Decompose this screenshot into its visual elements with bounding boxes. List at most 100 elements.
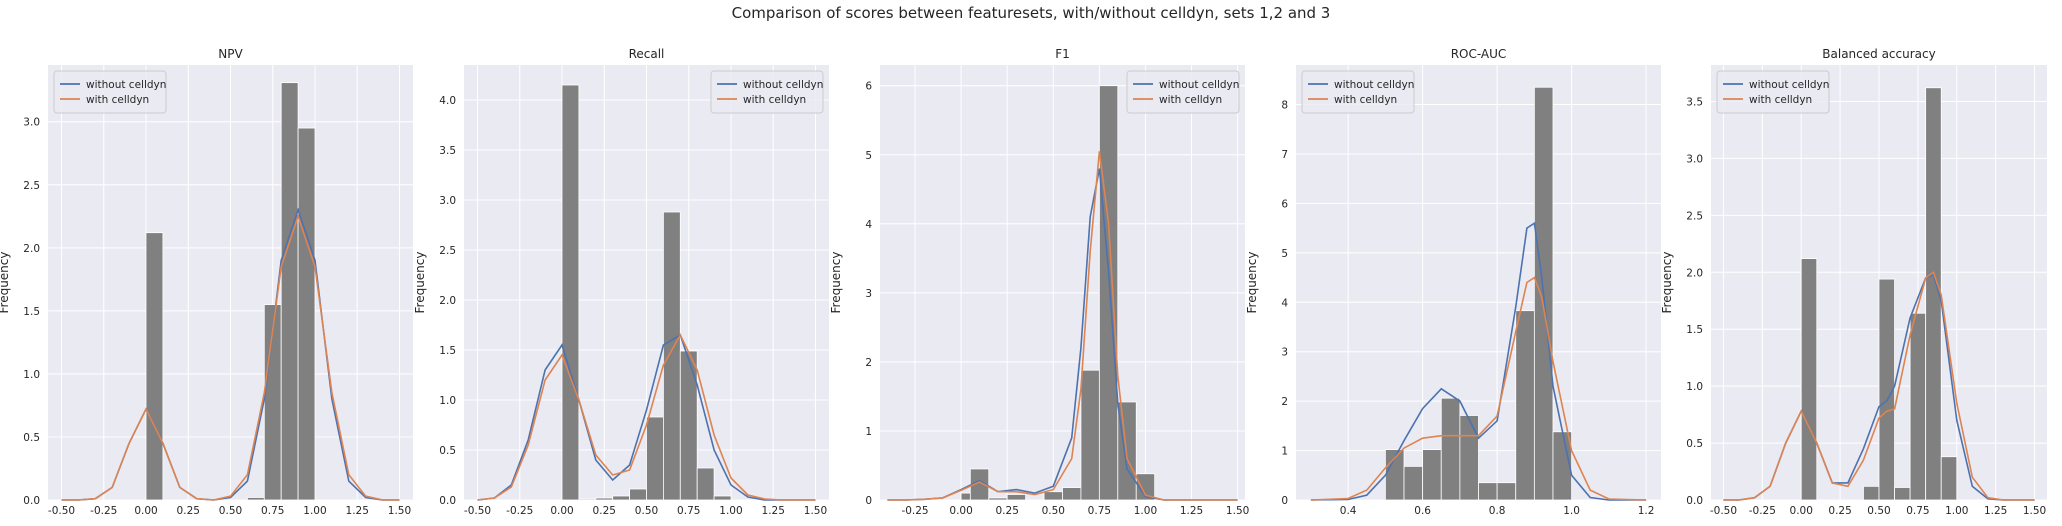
chart-title: NPV [218,47,243,61]
x-tick-label: 1.25 [1984,505,2007,517]
histogram-bar [612,495,631,501]
y-tick-label: 1.0 [439,395,456,407]
histogram-bar [145,232,164,501]
y-tick-label: 1.0 [1686,381,1703,393]
histogram-bar [1515,310,1535,501]
histogram-bar [578,498,597,501]
kde-line-with-celldyn [477,333,816,501]
y-tick-label: 6 [865,81,872,93]
x-tick-label: 1.25 [346,505,369,517]
x-tick-label: 1.0 [1563,505,1580,517]
histogram-bar [629,488,647,501]
y-tick-label: 6 [1281,198,1288,210]
y-tick-label: 4 [865,219,872,231]
x-tick-label: -0.25 [90,505,117,517]
x-tick-label: 0.00 [1790,505,1813,517]
x-tick-label: 0.25 [177,505,200,517]
x-tick-label: 1.00 [1945,505,1968,517]
x-tick-label: -0.25 [1749,505,1776,517]
y-axis-label: Frequency [829,252,843,314]
histogram-bar [1422,449,1442,501]
histogram-bar [1478,482,1498,501]
histogram-bar [646,416,664,501]
y-tick-label: 3.0 [23,117,40,129]
legend: without celldyn with celldyn [1301,70,1415,114]
y-tick-label: 0 [1281,495,1288,507]
histogram-bar [280,82,299,501]
y-tick-label: 1.5 [23,306,40,318]
chart-panel-2: -0.25 0.00 0.25 0.50 0.75 1.00 1.25 1.50 0 1 2 3 4 5 6… [829,47,1249,517]
y-tick-label: 2.0 [439,295,456,307]
figure-title: Comparison of scores between featuresets… [731,4,1331,22]
histogram-bar [1043,491,1063,501]
histogram-bar [561,84,580,501]
x-tick-label: 1.25 [762,505,785,517]
y-tick-label: 0.0 [1686,495,1703,507]
y-tick-label: 1.0 [23,369,40,381]
histogram-bar [1496,482,1517,501]
y-tick-label: 8 [1281,100,1288,112]
x-tick-label: 0.50 [219,505,242,517]
histogram-bar [1894,487,1911,501]
legend-label: without celldyn [743,79,823,91]
legend-label: without celldyn [1334,79,1414,91]
legend-label: with celldyn [86,94,149,106]
x-tick-label: 0.75 [1906,505,1929,517]
x-tick-label: 1.50 [1226,505,1249,517]
x-tick-label: 1.00 [1134,505,1157,517]
y-tick-label: 3.0 [1686,153,1703,165]
histogram-bar [1117,401,1137,501]
x-tick-label: 0.25 [593,505,616,517]
x-tick-label: 0.00 [134,505,157,517]
y-tick-label: 2.5 [439,245,456,257]
histogram-bar [1878,278,1895,501]
legend-box [1301,70,1415,114]
x-tick-label: 0.75 [261,505,284,517]
y-tick-label: 2 [865,357,872,369]
histogram-bar [1440,397,1461,501]
legend-box [1126,70,1240,114]
histogram-bar [1080,369,1100,501]
x-tick-label: 0.25 [996,505,1019,517]
histogram-bar [1135,473,1156,501]
x-tick-label: 0.00 [949,505,972,517]
y-axis-label: Frequency [413,252,427,314]
histogram-bar [1863,485,1880,501]
x-tick-label: 1.50 [388,505,411,517]
y-axis-label: Frequency [0,252,11,314]
y-tick-label: 3.5 [1686,96,1703,108]
kde-line-with-celldyn [61,213,400,501]
x-tick-label: 0.50 [1042,505,1065,517]
chart-title: Recall [629,47,665,61]
y-tick-label: 0.5 [23,432,40,444]
x-tick-label: -0.25 [506,505,533,517]
x-tick-label: 0.75 [1088,505,1111,517]
x-tick-label: 0.75 [677,505,700,517]
legend-label: with celldyn [1749,94,1812,106]
y-tick-label: 0.0 [439,495,456,507]
histogram-bar [246,497,265,501]
x-tick-label: 0.25 [1828,505,1851,517]
y-tick-label: 0.0 [23,495,40,507]
histogram-bar [595,497,614,501]
legend-box [1716,70,1830,114]
legend-label: with celldyn [1159,94,1222,106]
x-tick-label: 1.00 [719,505,742,517]
chart-panel-1: -0.50 -0.25 0.00 0.25 0.50 0.75 1.00 1.25 1.50 0.… [413,47,829,517]
x-tick-label: 0.00 [550,505,573,517]
histogram-bar [1909,312,1927,501]
histogram-bar [696,467,715,501]
histogram-bar [297,127,316,501]
y-tick-label: 3.5 [439,145,456,157]
kde-line-with-celldyn [1310,276,1647,501]
x-tick-label: -0.50 [464,505,491,517]
y-tick-label: 5 [1281,248,1288,260]
kde-line-without-celldyn [1310,221,1647,501]
y-tick-label: 3 [865,288,872,300]
histogram-bar [1098,85,1119,501]
histogram-bar [679,350,698,501]
y-tick-label: 0 [865,495,872,507]
y-tick-label: 2.5 [23,180,40,192]
